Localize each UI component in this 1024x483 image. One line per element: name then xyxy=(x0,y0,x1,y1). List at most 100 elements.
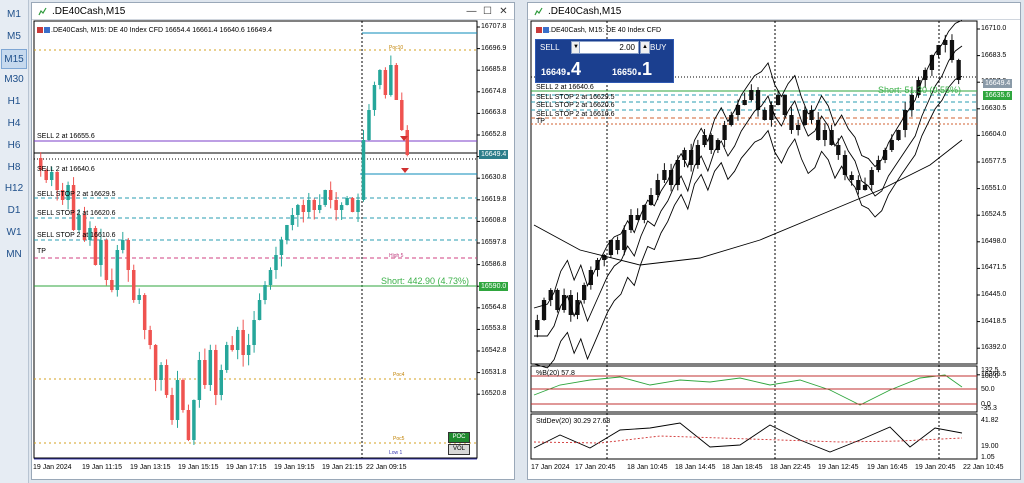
candle xyxy=(949,40,955,60)
candle xyxy=(622,230,627,250)
candle xyxy=(274,255,278,270)
candle xyxy=(55,172,59,190)
candle xyxy=(882,150,888,160)
timeframe-h8-button[interactable]: H8 xyxy=(7,161,21,173)
candle xyxy=(582,285,587,300)
left-tp-label: TP xyxy=(37,248,46,255)
left-small-label: Low 1 xyxy=(389,450,403,456)
candle xyxy=(334,200,338,210)
minimize-button[interactable]: — xyxy=(466,6,477,17)
timeframe-toolbar: M1 M5 M15 M30 H1 H4 H6 H8 H12 D1 W1 MN xyxy=(0,0,29,483)
y-tick-label: 16604.0 xyxy=(981,131,1007,139)
candle xyxy=(307,200,311,212)
candle xyxy=(675,160,680,185)
timeframe-d1-button[interactable]: D1 xyxy=(7,205,21,217)
candle xyxy=(88,228,92,240)
candle xyxy=(889,140,894,150)
right-window-title: .DE40Cash,M15 xyxy=(548,6,622,17)
stddev-tick-label: 41.82 xyxy=(981,417,999,424)
pctb-line xyxy=(533,374,963,406)
left-chart-info: .DE40Cash, M15: DE 40 Index CFD 16654.4 … xyxy=(51,27,273,34)
timeframe-mn-button[interactable]: MN xyxy=(6,248,22,260)
candle xyxy=(742,100,747,105)
candle xyxy=(735,105,741,115)
candle xyxy=(588,270,593,285)
left-sell-line-label: SELL 2 at 16640.6 xyxy=(37,166,95,173)
candle xyxy=(383,70,388,95)
candle xyxy=(323,190,327,205)
lot-size-input[interactable]: 2.00 xyxy=(579,41,639,54)
sell-button[interactable]: SELL xyxy=(540,43,560,52)
maximize-button[interactable]: ☐ xyxy=(483,6,492,17)
vol-button[interactable]: VOL xyxy=(448,444,470,455)
y-tick-label: 16663.8 xyxy=(481,109,507,117)
candle xyxy=(635,215,640,220)
candle xyxy=(345,198,349,205)
buy-button[interactable]: BUY xyxy=(650,43,667,52)
y-tick-label: 16597.8 xyxy=(481,239,507,246)
timeframe-h12-button[interactable]: H12 xyxy=(4,183,24,195)
y-tick-label: 16524.5 xyxy=(981,211,1007,219)
moving-average-slow xyxy=(533,139,963,266)
candle xyxy=(115,250,120,290)
candle xyxy=(602,255,607,260)
right-sellstop-label: SELL STOP 2 at 16610.6 xyxy=(536,111,615,118)
candle xyxy=(400,100,404,130)
candle xyxy=(312,200,317,210)
y-tick-label: 16696.9 xyxy=(481,44,507,52)
x-tick-label: 19 Jan 21:15 xyxy=(322,464,363,471)
candle xyxy=(535,320,540,330)
candle xyxy=(555,290,560,310)
candle xyxy=(923,70,928,80)
poc-button[interactable]: POC xyxy=(448,432,470,443)
candle xyxy=(192,400,196,440)
candle xyxy=(628,215,634,230)
timeframe-m30-button[interactable]: M30 xyxy=(4,74,24,86)
timeframe-h4-button[interactable]: H4 xyxy=(7,118,21,129)
candle xyxy=(137,295,141,300)
sell-price[interactable]: 16649.4 xyxy=(541,59,581,80)
candle xyxy=(153,345,158,380)
timeframe-m15-button[interactable]: M15 xyxy=(1,48,27,69)
left-short-text: Short: 442.90 (4.73%) xyxy=(381,276,470,286)
candle xyxy=(541,300,547,320)
right-current-price-label: 16649.4 xyxy=(983,79,1013,88)
stddev-line xyxy=(533,422,963,453)
candle xyxy=(775,95,781,105)
y-tick-label: 16365.5 xyxy=(981,370,1007,378)
y-tick-label: 16652.8 xyxy=(481,131,507,138)
candle xyxy=(170,395,174,420)
buy-price-small: 16650 xyxy=(612,67,638,77)
timeframe-h6-button[interactable]: H6 xyxy=(7,139,21,151)
pctb-tick-label: 100.0 xyxy=(981,373,999,380)
candle xyxy=(903,110,908,130)
candle xyxy=(769,105,774,120)
timeframe-m5-button[interactable]: M5 xyxy=(7,30,21,42)
x-tick-label: 17 Jan 2024 xyxy=(531,464,570,471)
right-short-text: Short: 51.30 (0.55%) xyxy=(878,85,962,95)
y-tick-label: 16418.5 xyxy=(981,317,1007,325)
lot-increase-button[interactable]: ▲ xyxy=(640,41,650,54)
timeframe-w1-button[interactable]: W1 xyxy=(6,227,22,238)
candle xyxy=(252,320,256,345)
candle xyxy=(350,198,355,212)
candle xyxy=(755,90,761,110)
close-button[interactable]: ✕ xyxy=(499,6,508,17)
timeframe-h1-button[interactable]: H1 xyxy=(7,96,21,108)
candle xyxy=(378,70,382,85)
candle xyxy=(38,158,43,170)
chart-window-icon xyxy=(38,7,47,16)
left-window-title: .DE40Cash,M15 xyxy=(52,6,126,17)
x-tick-label: 19 Jan 12:45 xyxy=(818,464,859,471)
right-plot-frame xyxy=(530,20,978,365)
left-small-label: Poc10 xyxy=(389,45,404,51)
buy-price[interactable]: 16650.1 xyxy=(612,59,652,80)
x-tick-label: 22 Jan 09:15 xyxy=(366,464,407,471)
candle xyxy=(709,135,714,150)
left-chart-window: .DE40Cash,M15 — ☐ ✕ xyxy=(31,2,515,480)
candle xyxy=(224,345,229,370)
timeframe-m1-button[interactable]: M1 xyxy=(7,9,21,20)
y-tick-label: 16551.0 xyxy=(981,184,1007,192)
